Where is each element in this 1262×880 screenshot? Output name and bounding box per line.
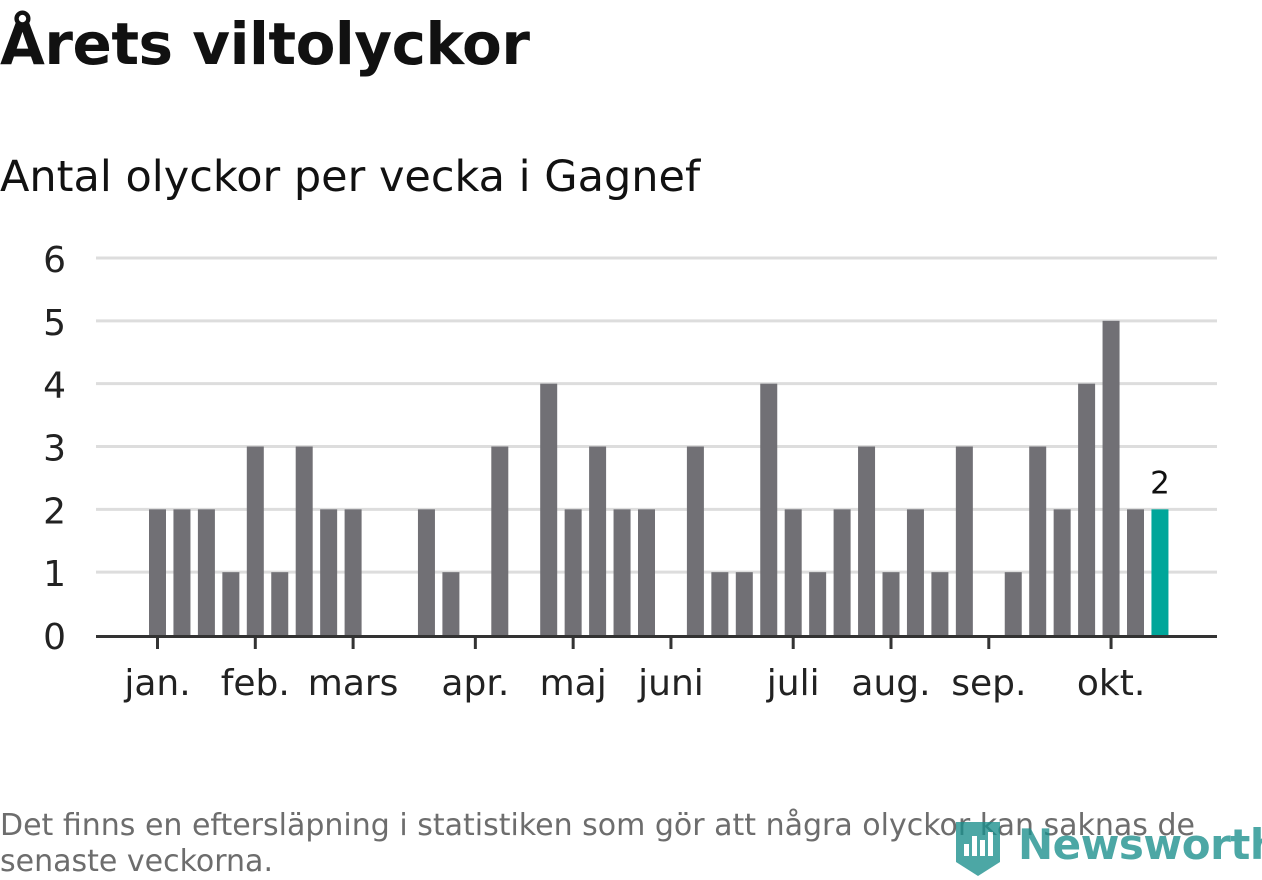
y-tick-label: 4	[43, 366, 66, 407]
bar	[271, 572, 289, 635]
bar	[1127, 509, 1144, 635]
bar	[686, 446, 704, 635]
x-tick-label: aug.	[851, 663, 930, 704]
bar	[173, 509, 191, 635]
bar	[931, 572, 949, 635]
chart-title: Årets viltolyckor	[0, 10, 530, 78]
y-tick-label: 1	[43, 554, 66, 595]
bars: 2	[149, 320, 1170, 635]
chart-subtitle: Antal olyckor per vecka i Gagnef	[0, 152, 701, 202]
bar	[1004, 572, 1022, 635]
bar	[149, 509, 166, 635]
bar	[540, 383, 558, 635]
x-tick-label: maj	[540, 663, 607, 704]
bar	[1029, 446, 1047, 635]
x-tick-label: mars	[308, 663, 399, 704]
y-axis-ticks: 0 1 2 3 4 5 6	[43, 240, 66, 658]
x-tick-label: okt.	[1077, 663, 1145, 704]
gridlines	[96, 256, 1217, 574]
y-tick-label: 6	[43, 240, 66, 281]
bar	[809, 572, 827, 635]
x-axis-ticks: jan. feb. mars apr. maj juni juli aug. sep. okt.	[96, 635, 1217, 704]
y-tick-label: 5	[43, 303, 66, 344]
bar	[295, 446, 313, 635]
x-tick-label: juni	[637, 663, 704, 704]
bar	[1078, 383, 1096, 635]
bar	[1102, 320, 1120, 635]
bar	[784, 509, 802, 635]
bar	[442, 572, 460, 635]
x-tick-label: feb.	[221, 663, 290, 704]
bar	[222, 572, 240, 635]
highlight-data-label: 2	[1150, 465, 1170, 501]
bar	[613, 509, 631, 635]
bar	[197, 509, 215, 635]
y-tick-label: 2	[43, 491, 66, 532]
x-tick-label: apr.	[441, 663, 509, 704]
bar	[491, 446, 509, 635]
bar	[564, 509, 582, 635]
newsworthy-logo: Newsworthy	[952, 818, 1262, 879]
bar	[735, 572, 753, 635]
bar-highlight	[1151, 509, 1169, 635]
bar	[638, 509, 655, 635]
x-tick-label: sep.	[951, 663, 1026, 704]
bar	[320, 509, 338, 635]
bar-chart: 0 1 2 3 4 5 6 2 jan. feb. mars apr. maj juni juli aug…	[43, 240, 1217, 704]
bar	[589, 446, 607, 635]
bar	[858, 446, 876, 635]
bar	[760, 383, 778, 635]
bar	[906, 509, 924, 635]
logo-text: Newsworthy	[1018, 820, 1262, 869]
bar	[344, 509, 362, 635]
bar	[955, 446, 973, 635]
bar	[833, 509, 851, 635]
y-tick-label: 3	[43, 429, 66, 470]
y-tick-label: 0	[43, 617, 66, 658]
bar	[246, 446, 264, 635]
x-tick-label: jan.	[123, 663, 190, 704]
bar	[1053, 509, 1071, 635]
newsworthy-logo-icon	[956, 822, 1000, 876]
x-tick-label: juli	[766, 663, 820, 704]
bar	[711, 572, 729, 635]
bar	[417, 509, 435, 635]
bar	[882, 572, 900, 635]
